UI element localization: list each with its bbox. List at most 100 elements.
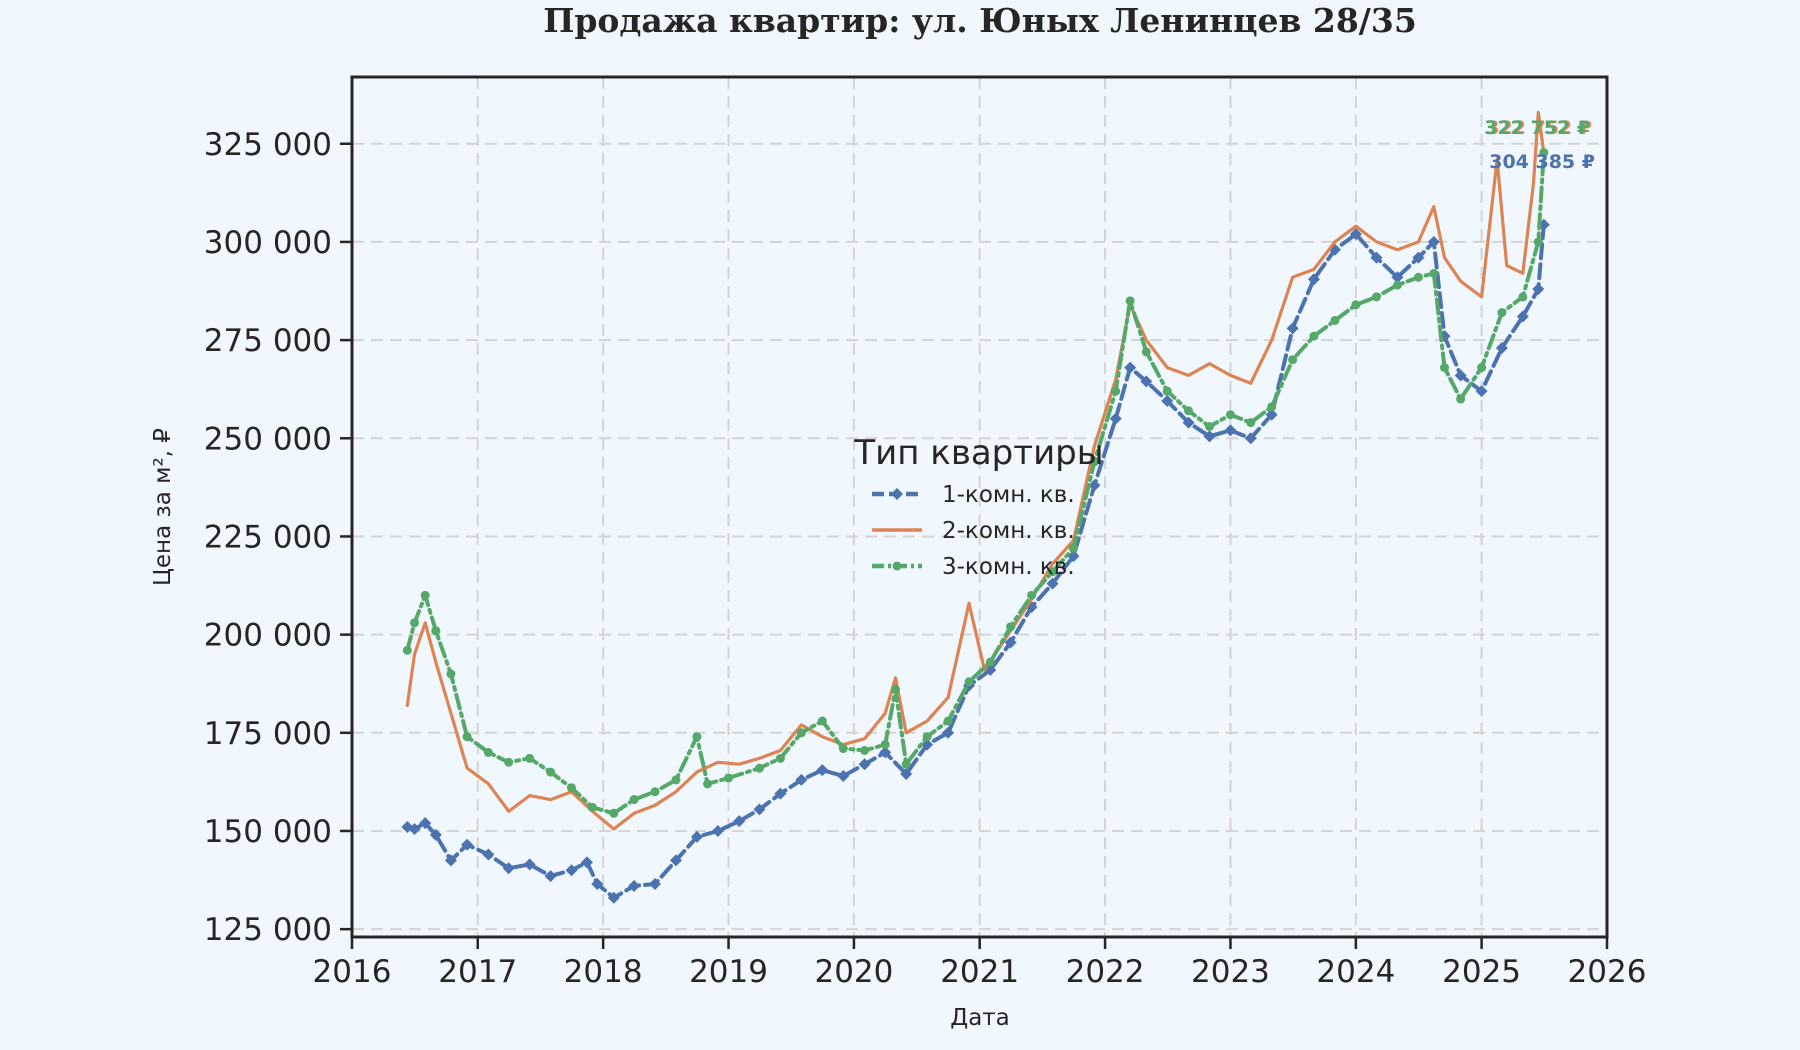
data-point: [408, 823, 421, 836]
data-point: [1004, 636, 1017, 649]
data-point: [1125, 296, 1135, 306]
data-point: [1539, 148, 1549, 158]
legend-label: 1-комн. кв.: [942, 482, 1075, 508]
data-point: [1141, 347, 1151, 357]
data-point: [690, 830, 703, 843]
data-point: [1109, 412, 1122, 425]
x-tick-label: 2024: [1316, 954, 1395, 990]
data-point: [591, 877, 604, 890]
data-point: [504, 757, 514, 767]
data-point: [1351, 300, 1361, 310]
data-point: [1288, 355, 1298, 365]
data-point: [1006, 622, 1016, 632]
legend-label: 3-комн. кв.: [942, 554, 1075, 580]
data-point: [985, 657, 995, 667]
data-point: [1518, 292, 1528, 302]
data-point: [523, 858, 536, 871]
data-point: [922, 732, 932, 742]
data-point: [1412, 251, 1425, 264]
data-point: [703, 779, 713, 789]
data-point: [482, 848, 495, 861]
data-point: [607, 891, 620, 904]
x-tick-label: 2026: [1568, 954, 1647, 990]
data-point: [649, 877, 662, 890]
data-point: [431, 626, 441, 636]
data-point: [860, 745, 870, 755]
data-point: [1495, 341, 1508, 354]
legend: Тип квартиры 1-комн. кв. 2-комн. кв. 3-ком…: [853, 433, 1103, 580]
y-tick-label: 200 000: [204, 618, 332, 654]
data-point: [711, 824, 724, 837]
data-point: [1048, 567, 1058, 577]
data-point: [628, 879, 641, 892]
data-point: [629, 795, 639, 805]
data-point: [796, 728, 806, 738]
y-tick-label: 175 000: [204, 716, 332, 752]
data-point: [1224, 424, 1237, 437]
data-point: [446, 669, 456, 679]
data-point: [444, 854, 457, 867]
data-point: [1533, 237, 1543, 247]
data-point: [892, 561, 902, 571]
data-point: [817, 716, 827, 726]
data-point: [419, 817, 432, 830]
x-tick-label: 2023: [1191, 954, 1270, 990]
data-point: [795, 773, 808, 786]
data-point: [1162, 386, 1172, 396]
y-tick-label: 300 000: [204, 225, 332, 261]
data-point: [1427, 235, 1440, 248]
data-point: [858, 758, 871, 771]
data-point: [1246, 418, 1256, 428]
data-point: [1307, 273, 1320, 286]
grid: [351, 77, 1608, 937]
data-point: [1068, 543, 1078, 553]
y-tick-label: 325 000: [204, 127, 332, 163]
end-labels: 304 385 ₽322 752 ₽322 752 ₽: [1484, 117, 1595, 173]
data-point: [1497, 308, 1507, 318]
data-point: [891, 488, 903, 500]
data-point: [1439, 363, 1449, 373]
data-point: [1429, 268, 1439, 278]
data-point: [609, 808, 619, 818]
y-tick-label: 275 000: [204, 323, 332, 359]
data-point: [1477, 363, 1487, 373]
x-tick-label: 2017: [438, 954, 517, 990]
data-point: [1391, 271, 1404, 284]
series-lines: [401, 110, 1550, 904]
data-point: [942, 726, 955, 739]
data-point: [1456, 394, 1466, 404]
data-point: [733, 815, 746, 828]
x-tick-label: 2022: [1066, 954, 1145, 990]
data-point: [1371, 292, 1381, 302]
data-point: [1184, 406, 1194, 416]
data-point: [1267, 402, 1277, 412]
data-point: [901, 759, 911, 769]
data-point: [880, 740, 890, 750]
data-point: [1532, 283, 1545, 296]
data-point: [420, 590, 430, 600]
data-point: [429, 828, 442, 841]
data-point: [724, 773, 734, 783]
legend-title: Тип квартиры: [853, 433, 1103, 473]
data-point: [544, 870, 557, 883]
data-point: [502, 862, 515, 875]
x-tick-label: 2020: [814, 954, 893, 990]
data-point: [410, 618, 420, 628]
data-point: [879, 746, 892, 759]
data-point: [1225, 410, 1235, 420]
data-point: [754, 763, 764, 773]
data-point: [565, 864, 578, 877]
y-axis-label: Цена за м², ₽: [150, 428, 176, 586]
end-value-label: 322 752 ₽: [1484, 117, 1590, 139]
data-point: [1205, 421, 1215, 431]
data-point: [1111, 386, 1121, 396]
data-point: [1309, 331, 1319, 341]
data-point: [671, 775, 681, 785]
data-point: [964, 677, 974, 687]
data-point: [669, 854, 682, 867]
data-point: [1244, 432, 1257, 445]
data-point: [1475, 385, 1488, 398]
data-point: [1454, 369, 1467, 382]
data-point: [1392, 280, 1402, 290]
